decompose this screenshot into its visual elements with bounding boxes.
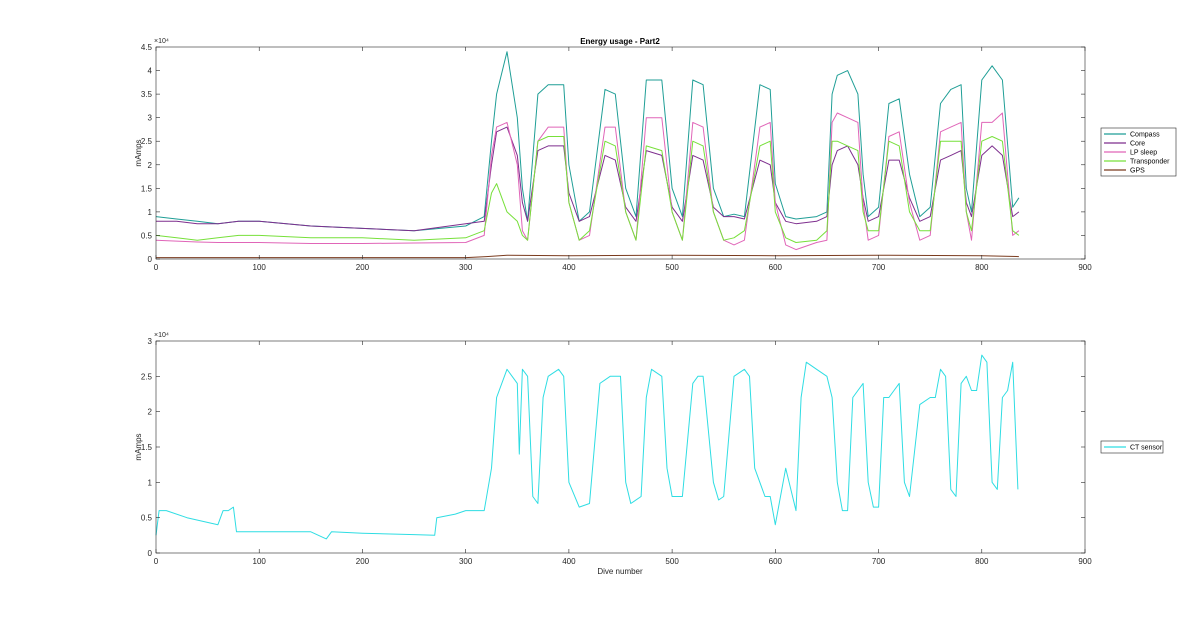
series-line-compass xyxy=(155,51,1020,232)
y-tick-label: 4 xyxy=(148,67,153,76)
y-tick-label: 1 xyxy=(148,478,153,487)
top-chart-title: Energy usage - Part2 xyxy=(580,37,660,46)
x-tick-label: 700 xyxy=(872,557,886,566)
x-tick-label: 400 xyxy=(562,263,576,272)
x-tick-label: 900 xyxy=(1078,263,1092,272)
x-tick-label: 200 xyxy=(356,263,370,272)
series-line-transponder xyxy=(155,136,1020,243)
y-tick-label: 0.5 xyxy=(141,514,153,523)
series-line-lp-sleep xyxy=(155,112,1020,251)
legend-label: LP sleep xyxy=(1130,150,1157,157)
x-tick-label: 800 xyxy=(975,263,989,272)
y-tick-label: 2 xyxy=(148,161,153,170)
x-tick-label: 200 xyxy=(356,557,370,566)
top-chart-y-ticks: 0 0.5 1 1.5 2 2.5 3 3.5 4 4.5 xyxy=(141,43,1085,264)
x-tick-label: 600 xyxy=(769,263,783,272)
top-chart-axes-box xyxy=(155,46,1086,260)
series-line-ct-sensor xyxy=(155,354,1019,540)
y-tick-label: 3 xyxy=(148,114,153,123)
top-chart-lines xyxy=(155,51,1020,259)
top-chart-y-exponent: ×10⁴ xyxy=(154,38,169,45)
x-tick-label: 100 xyxy=(253,263,267,272)
x-tick-label: 500 xyxy=(665,557,679,566)
legend-label: Compass xyxy=(1130,132,1160,139)
y-tick-label: 2 xyxy=(148,408,153,417)
y-tick-label: 2.5 xyxy=(141,372,153,381)
bottom-chart-x-ticks: 0 100 200 300 400 500 600 700 800 900 xyxy=(154,341,1092,566)
bottom-chart: 0 100 200 300 400 500 600 700 800 900 0 0.5 1 1.5 2 2.… xyxy=(134,332,1164,576)
top-chart-x-ticks: 0 100 200 300 400 500 600 700 800 900 xyxy=(154,47,1092,272)
legend-label: Transponder xyxy=(1130,159,1170,166)
x-tick-label: 600 xyxy=(769,557,783,566)
bottom-legend-box xyxy=(1100,440,1164,454)
x-tick-label: 500 xyxy=(665,263,679,272)
y-tick-label: 0 xyxy=(148,549,153,558)
bottom-chart-x-label: Dive number xyxy=(597,567,643,576)
y-tick-label: 2.5 xyxy=(141,137,153,146)
y-tick-label: 1.5 xyxy=(141,443,153,452)
x-tick-label: 700 xyxy=(872,263,886,272)
y-tick-label: 4.5 xyxy=(141,43,153,52)
y-tick-label: 1.5 xyxy=(141,184,153,193)
legend-label: Core xyxy=(1130,141,1145,148)
y-tick-label: 0 xyxy=(148,255,153,264)
x-tick-label: 0 xyxy=(154,263,159,272)
legend-label: GPS xyxy=(1130,168,1145,175)
x-tick-label: 300 xyxy=(459,557,473,566)
y-tick-label: 1 xyxy=(148,208,153,217)
x-tick-label: 400 xyxy=(562,557,576,566)
y-tick-label: 0.5 xyxy=(141,231,153,240)
top-chart-legend: Compass Core LP sleep Transponder GPS xyxy=(1100,127,1177,177)
bottom-chart-y-exponent: ×10⁴ xyxy=(154,332,169,339)
bottom-chart-legend: CT sensor xyxy=(1100,440,1164,454)
bottom-chart-lines xyxy=(155,354,1019,540)
series-line-gps xyxy=(156,254,1019,259)
x-tick-label: 300 xyxy=(459,263,473,272)
x-tick-label: 800 xyxy=(975,557,989,566)
x-tick-label: 0 xyxy=(154,557,159,566)
bottom-chart-y-label: mAmps xyxy=(134,433,143,460)
x-tick-label: 900 xyxy=(1078,557,1092,566)
top-chart-y-label: mAmps xyxy=(134,139,143,166)
bottom-chart-y-ticks: 0 0.5 1 1.5 2 2.5 3 xyxy=(141,337,1085,558)
x-tick-label: 100 xyxy=(253,557,267,566)
y-tick-label: 3.5 xyxy=(141,90,153,99)
top-chart: Energy usage - Part2 0 100 200 300 400 500 600… xyxy=(134,37,1177,272)
legend-label: CT sensor xyxy=(1130,445,1163,452)
y-tick-label: 3 xyxy=(148,337,153,346)
